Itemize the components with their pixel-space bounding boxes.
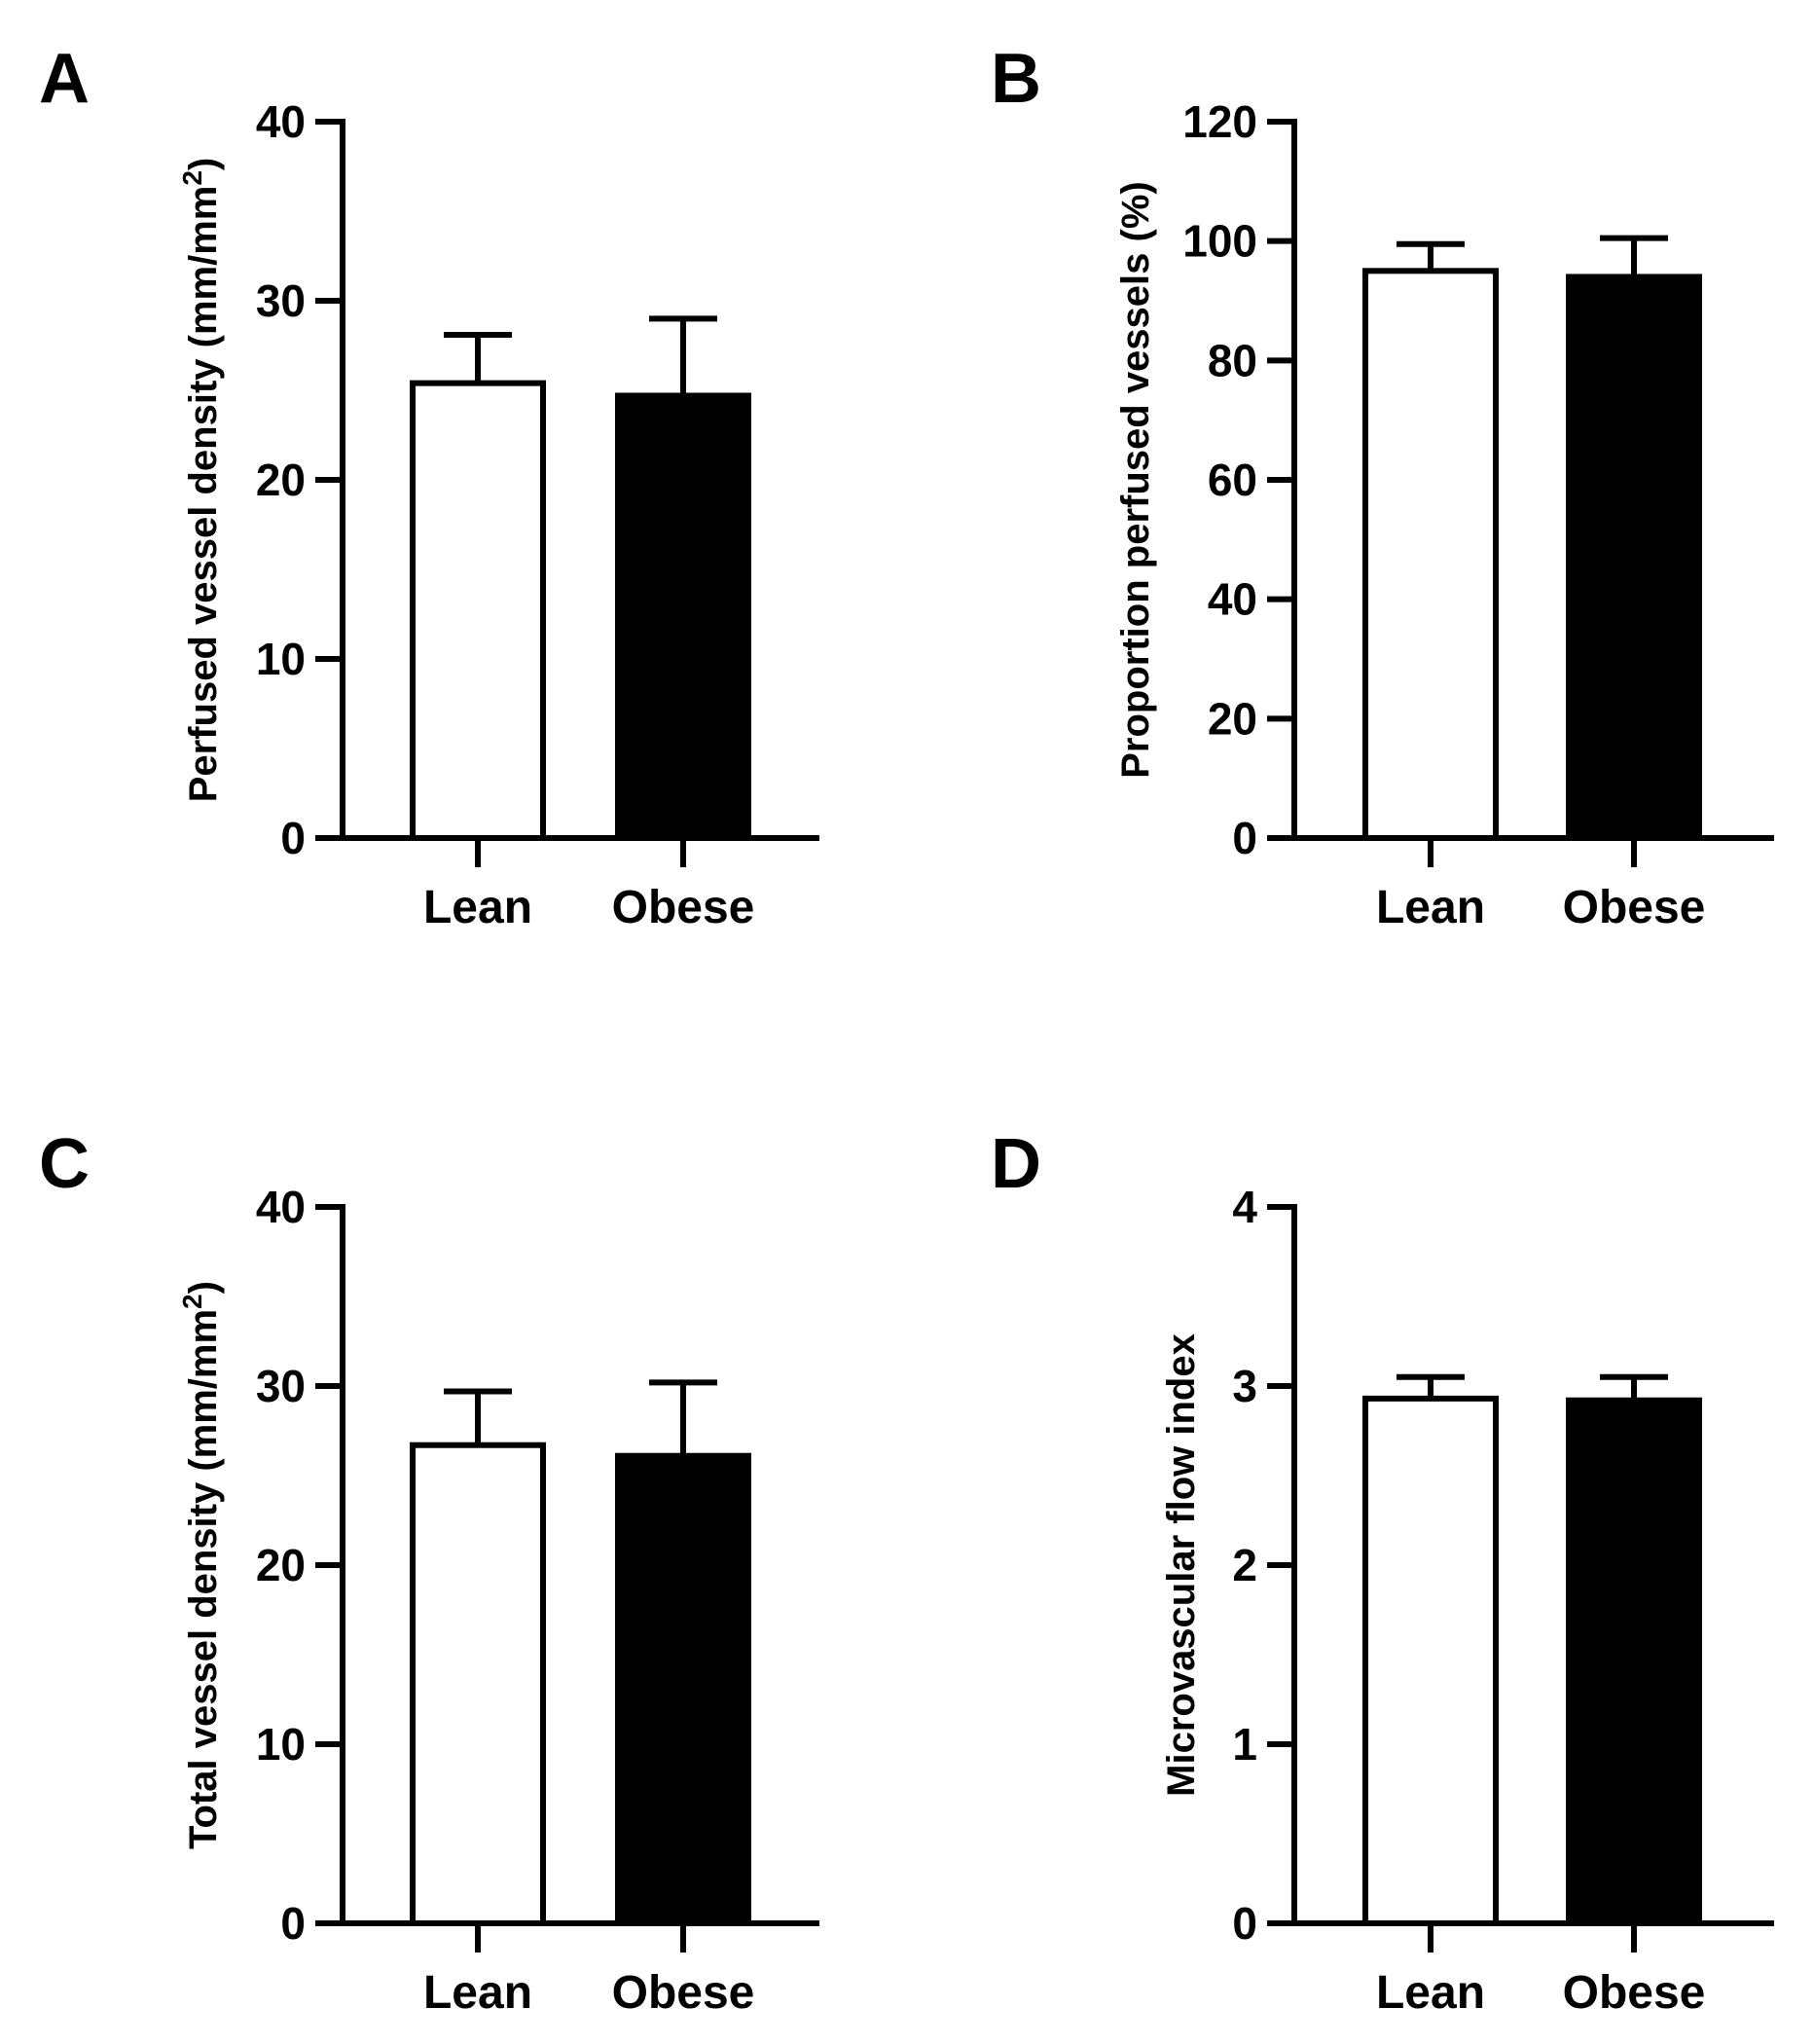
x-tick-label-lean: Lean xyxy=(423,1967,532,2019)
panel-letter: D xyxy=(991,1125,1041,1203)
x-tick-label-lean: Lean xyxy=(1376,882,1485,933)
bar-obese xyxy=(1566,1397,1702,1926)
y-tick-label: 20 xyxy=(256,1540,306,1590)
panel-letter: A xyxy=(39,40,90,118)
y-axis-title-main: Perfused vessel density (mm/mm xyxy=(182,186,225,803)
y-tick-label: 10 xyxy=(256,634,306,684)
panel-letter: B xyxy=(991,40,1041,118)
bar-obese xyxy=(1566,274,1702,841)
y-tick-label: 10 xyxy=(256,1719,306,1770)
x-tick-label-obese: Obese xyxy=(612,882,755,933)
y-tick-label: 20 xyxy=(1208,693,1257,744)
x-tick-label-obese: Obese xyxy=(1563,1967,1706,2019)
panel-b: B 0 20 40 60 80 100 120 Lean Obese Proportion perf… xyxy=(991,40,1774,933)
panel-a: A 0 10 20 30 40 Lean Obese Perfused vessel densi… xyxy=(39,40,819,933)
y-axis-title-tail: ) xyxy=(182,1281,225,1294)
bar-lean xyxy=(1362,1395,1499,1926)
y-tick-label: 60 xyxy=(1208,455,1257,505)
panel-letter: C xyxy=(39,1125,90,1203)
y-axis-title: Proportion perfused vessels (%) xyxy=(1114,181,1157,778)
panel-d: D 0 1 2 3 4 Lean Obese Microvascular flow index xyxy=(991,1125,1774,2019)
bar-lean xyxy=(410,380,546,841)
y-tick-label: 40 xyxy=(256,96,306,147)
y-tick-label: 30 xyxy=(256,1361,306,1411)
y-axis-title: Microvascular flow index xyxy=(1160,1333,1203,1797)
y-axis-title-main: Proportion perfused vessels (%) xyxy=(1114,181,1157,778)
y-tick-label: 0 xyxy=(280,813,306,863)
y-tick-label: 120 xyxy=(1182,96,1257,147)
y-tick-label: 2 xyxy=(1232,1540,1257,1590)
y-tick-label: 100 xyxy=(1182,216,1257,267)
y-axis-title-superscript: 2 xyxy=(177,170,207,186)
y-axis-title-tail: ) xyxy=(182,158,225,170)
bar-obese xyxy=(615,392,751,841)
y-axis-title-main: Total vessel density (mm/mm xyxy=(182,1309,225,1849)
y-tick-label: 0 xyxy=(1232,1898,1257,1949)
y-tick-label: 0 xyxy=(280,1898,306,1949)
y-tick-label: 20 xyxy=(256,455,306,505)
x-tick-label-lean: Lean xyxy=(423,882,532,933)
bar-lean xyxy=(410,1442,546,1926)
y-tick-label: 30 xyxy=(256,275,306,326)
y-axis-title-main: Microvascular flow index xyxy=(1160,1333,1203,1797)
y-axis-title: Total vessel density (mm/mm2) xyxy=(177,1281,226,1849)
y-tick-label: 40 xyxy=(256,1182,306,1232)
x-tick-label-lean: Lean xyxy=(1376,1967,1485,2019)
panel-c: C 0 10 20 30 40 Lean Obese Total vessel density … xyxy=(39,1125,819,2019)
y-tick-label: 1 xyxy=(1232,1719,1257,1770)
y-axis-title-superscript: 2 xyxy=(177,1294,207,1309)
y-tick-label: 0 xyxy=(1232,813,1257,863)
bar-lean xyxy=(1362,268,1499,842)
x-tick-label-obese: Obese xyxy=(1563,882,1706,933)
y-tick-label: 80 xyxy=(1208,335,1257,385)
y-tick-label: 40 xyxy=(1208,574,1257,625)
bar-obese xyxy=(615,1452,751,1926)
y-axis-title: Perfused vessel density (mm/mm2) xyxy=(177,158,226,803)
y-tick-label: 3 xyxy=(1232,1361,1257,1411)
x-tick-label-obese: Obese xyxy=(612,1967,755,2019)
y-tick-label: 4 xyxy=(1232,1182,1257,1232)
